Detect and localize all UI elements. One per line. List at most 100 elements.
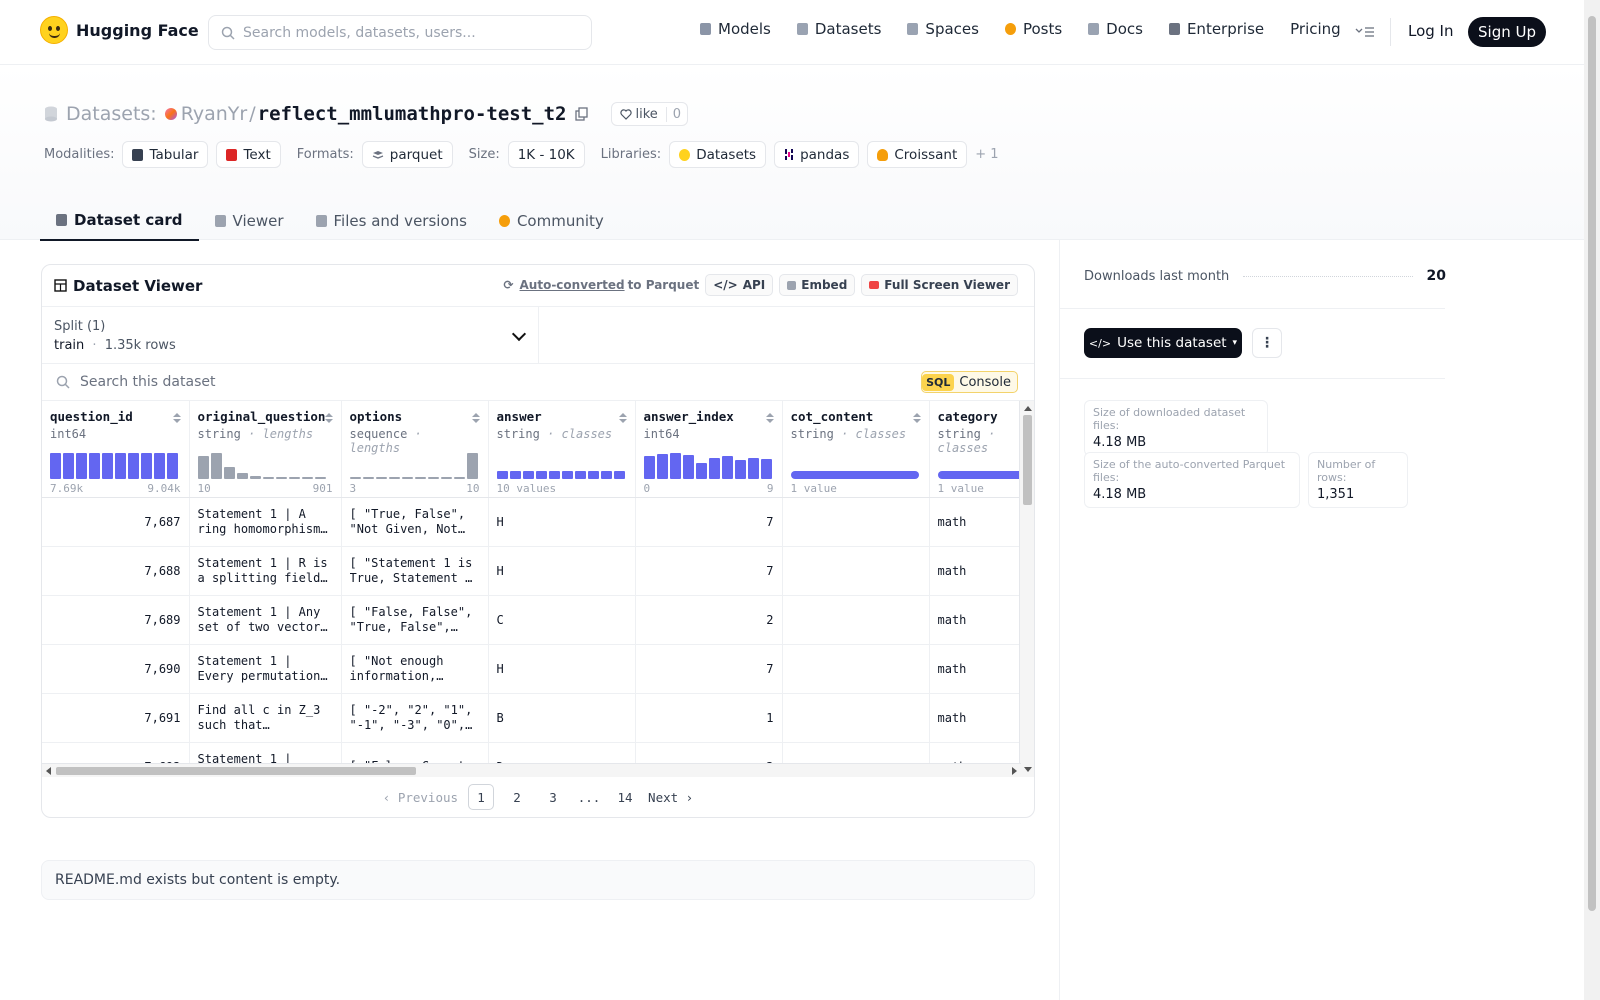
histogram-bar[interactable]	[210, 453, 222, 479]
nav-link-models[interactable]: Models	[700, 20, 771, 38]
library-pandas-tag[interactable]: pandas	[774, 141, 860, 168]
previous-page-button[interactable]: ‹ Previous	[382, 789, 459, 805]
table-cell[interactable]: C	[488, 595, 636, 645]
scroll-down-icon[interactable]	[1024, 767, 1032, 772]
class-segment[interactable]	[548, 471, 560, 479]
table-cell[interactable]: 7	[635, 497, 783, 547]
sort-icon[interactable]	[324, 413, 333, 423]
table-cell[interactable]	[782, 497, 930, 547]
histogram-bar[interactable]	[682, 455, 694, 479]
table-row[interactable]: 7,690 Statement 1 | Every permutation is …	[42, 644, 1030, 694]
table-cell[interactable]	[782, 546, 930, 596]
histogram-bar[interactable]	[656, 454, 668, 479]
table-cell[interactable]: 7,690	[42, 644, 190, 694]
horizontal-scroll-thumb[interactable]	[56, 767, 416, 775]
histogram-bar[interactable]	[141, 453, 152, 479]
column-header-original-question[interactable]: original_question string · lengths 10 901	[189, 401, 342, 498]
column-header-category[interactable]: category string · classes 1 value	[929, 401, 1030, 498]
use-dataset-button[interactable]: </> Use this dataset ▾	[1084, 328, 1242, 358]
table-cell[interactable]: 7	[635, 644, 783, 694]
histogram-bar[interactable]	[301, 477, 313, 479]
histogram-bar[interactable]	[262, 477, 274, 479]
api-button[interactable]: </> API	[705, 274, 774, 296]
nav-link-posts[interactable]: Posts	[1004, 20, 1062, 38]
nav-link-docs[interactable]: Docs	[1088, 20, 1143, 38]
histogram-bar[interactable]	[128, 453, 139, 479]
histogram-bar[interactable]	[388, 477, 400, 479]
sort-icon[interactable]	[765, 413, 774, 423]
histogram-bar[interactable]	[236, 473, 248, 479]
table-cell[interactable]: math	[929, 497, 1030, 547]
dataset-search-input[interactable]	[80, 374, 780, 390]
tab-viewer[interactable]: Viewer	[199, 201, 300, 241]
table-cell[interactable]: Statement 1 | Every permutation is a cyc…	[189, 644, 342, 694]
dataset-search[interactable]: SQL Console	[42, 364, 1034, 401]
table-row[interactable]: 7,688 Statement 1 | R is a splitting fiel…	[42, 546, 1030, 596]
table-cell[interactable]: H	[488, 644, 636, 694]
histogram-bar[interactable]	[249, 476, 261, 479]
table-cell[interactable]	[782, 644, 930, 694]
histogram-bar[interactable]	[63, 453, 74, 479]
histogram-bar[interactable]	[453, 477, 465, 479]
scroll-up-icon[interactable]	[1024, 406, 1032, 411]
table-cell[interactable]: 7	[635, 546, 783, 596]
table-cell[interactable]: B	[488, 693, 636, 743]
scroll-left-icon[interactable]	[46, 767, 51, 775]
histogram-bar[interactable]	[89, 453, 100, 479]
table-cell[interactable]: H	[488, 497, 636, 547]
vertical-scroll-thumb[interactable]	[1023, 415, 1032, 505]
class-segment[interactable]	[613, 471, 625, 479]
histogram-bar[interactable]	[167, 453, 178, 479]
histogram-bar[interactable]	[747, 458, 759, 479]
like-button[interactable]: like 0	[610, 102, 689, 126]
nav-link-pricing[interactable]: Pricing	[1290, 20, 1341, 38]
table-cell[interactable]	[782, 595, 930, 645]
table-row[interactable]: 7,689 Statement 1 | Any set of two vector…	[42, 595, 1030, 645]
table-cell[interactable]: [ "True, False", "Not Given, Not Given" …	[341, 497, 489, 547]
histogram-bar[interactable]	[760, 459, 772, 479]
more-libraries[interactable]: + 1	[975, 147, 999, 162]
tab-files-and-versions[interactable]: Files and versions	[300, 201, 483, 241]
nav-link-enterprise[interactable]: Enterprise	[1168, 20, 1264, 38]
table-row[interactable]: 7,691 Find all c in Z_3 such that Z_3[x]/…	[42, 693, 1030, 743]
table-cell[interactable]: 2	[635, 595, 783, 645]
class-segment[interactable]	[587, 471, 599, 479]
repo-name[interactable]: reflect_mmlumathpro-test_t2	[257, 103, 567, 125]
table-cell[interactable]: 7,688	[42, 546, 190, 596]
histogram-bar[interactable]	[440, 477, 452, 479]
histogram-bar[interactable]	[414, 477, 426, 479]
page-3-button[interactable]: 3	[549, 789, 557, 805]
table-cell[interactable]: math	[929, 693, 1030, 743]
histogram-bar[interactable]	[275, 477, 287, 479]
global-search-input[interactable]	[243, 24, 573, 41]
table-cell[interactable]	[782, 693, 930, 743]
nav-link-datasets[interactable]: Datasets	[796, 20, 881, 38]
histogram-bar[interactable]	[197, 456, 209, 479]
histogram-bar[interactable]	[314, 477, 326, 479]
column-class-bar[interactable]	[790, 471, 919, 479]
page-scrollbar[interactable]	[1584, 0, 1600, 1000]
page-scroll-thumb[interactable]	[1588, 16, 1596, 911]
table-cell[interactable]: 1	[635, 693, 783, 743]
histogram-bar[interactable]	[708, 458, 720, 479]
next-page-button[interactable]: Next ›	[648, 789, 694, 805]
class-segment[interactable]	[509, 471, 521, 479]
table-cell[interactable]: Find all c in Z_3 such that Z_3[x]/(x^2 …	[189, 693, 342, 743]
histogram-bar[interactable]	[734, 460, 746, 479]
table-cell[interactable]: math	[929, 595, 1030, 645]
column-header-options[interactable]: options sequence · lengths 3 10	[341, 401, 489, 498]
histogram-bar[interactable]	[115, 453, 126, 479]
sql-console-button[interactable]: SQL Console	[921, 371, 1018, 393]
column-header-question-id[interactable]: question_id int64 7.69k 9.04k	[42, 401, 190, 498]
histogram-bar[interactable]	[288, 477, 300, 479]
table-cell[interactable]: Statement 1 | Any set of two vectors in …	[189, 595, 342, 645]
histogram-bar[interactable]	[427, 477, 439, 479]
histogram-bar[interactable]	[401, 477, 413, 479]
histogram-bar[interactable]	[50, 453, 61, 479]
page-1-button[interactable]: 1	[468, 784, 495, 810]
sort-icon[interactable]	[172, 413, 181, 423]
table-cell[interactable]: math	[929, 546, 1030, 596]
page-2-button[interactable]: 2	[513, 789, 521, 805]
library-datasets-tag[interactable]: Datasets	[669, 141, 767, 168]
split-selector[interactable]: Split (1) train · 1.35k rows	[42, 307, 539, 364]
